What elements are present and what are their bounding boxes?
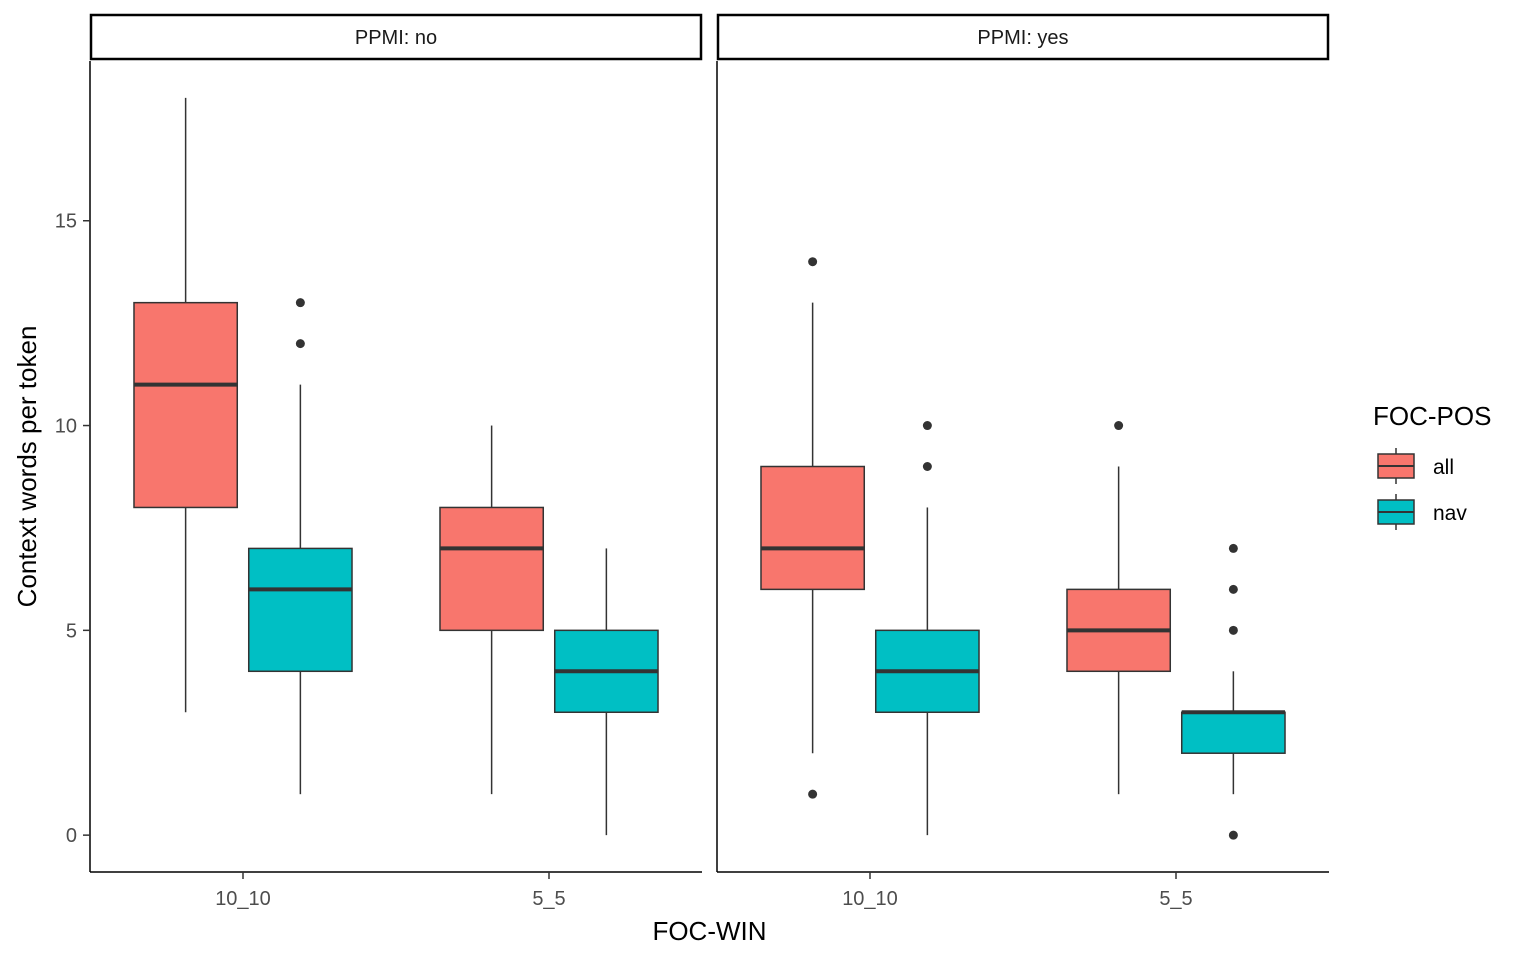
legend-label: all [1433,456,1454,479]
outlier-point [1228,830,1238,840]
box-10_10-all [133,97,239,713]
y-tick-label: 0 [66,825,77,847]
x-tick-label: 10_10 [842,888,898,910]
box-iqr [439,506,545,632]
outlier-point [295,339,305,349]
outlier-point [808,257,818,267]
facet-panel-2: PPMI: yes 10_10 5_5 [716,13,1330,910]
box-iqr [247,547,353,673]
y-tick-label: 10 [55,416,77,438]
y-axis-title: Context words per token [12,326,42,608]
box-5_5-all [439,425,545,795]
outlier-point [1228,625,1238,635]
outlier-point [1228,543,1238,553]
x-tick-label: 5_5 [532,888,565,910]
legend-label: nav [1433,502,1467,525]
outlier-point [1114,421,1124,431]
facet-strip-label: PPMI: no [355,27,437,49]
box-iqr [760,465,866,591]
legend-title: FOC-POS [1373,401,1491,431]
box-10_10-nav [247,298,353,795]
box-10_10-nav [874,421,980,836]
outlier-point [295,298,305,308]
box-5_5-nav [553,548,659,836]
x-axis-title: FOC-WIN [652,916,766,946]
x-tick-label: 5_5 [1159,888,1192,910]
facet-strip [89,13,703,61]
outlier-point [922,462,932,471]
box-iqr [1180,711,1286,754]
box-5_5-all [1066,421,1172,795]
x-tick-label: 10_10 [215,888,271,910]
outlier-point [922,421,932,431]
legend-item-nav: nav [1377,494,1467,530]
outlier-point [1228,584,1238,594]
box-5_5-nav [1180,543,1286,840]
legend-item-all: all [1377,448,1454,484]
y-tick-label: 15 [55,211,77,233]
box-10_10-all [760,257,866,799]
facet-panel-1: PPMI: no 0 5 10 15 10_10 5_5 [55,13,703,910]
legend: FOC-POS all nav [1373,401,1491,530]
box-iqr [133,301,239,509]
y-tick-label: 5 [66,620,77,642]
outlier-point [808,789,818,799]
facet-strip [716,13,1330,61]
facet-strip-label: PPMI: yes [977,27,1068,49]
